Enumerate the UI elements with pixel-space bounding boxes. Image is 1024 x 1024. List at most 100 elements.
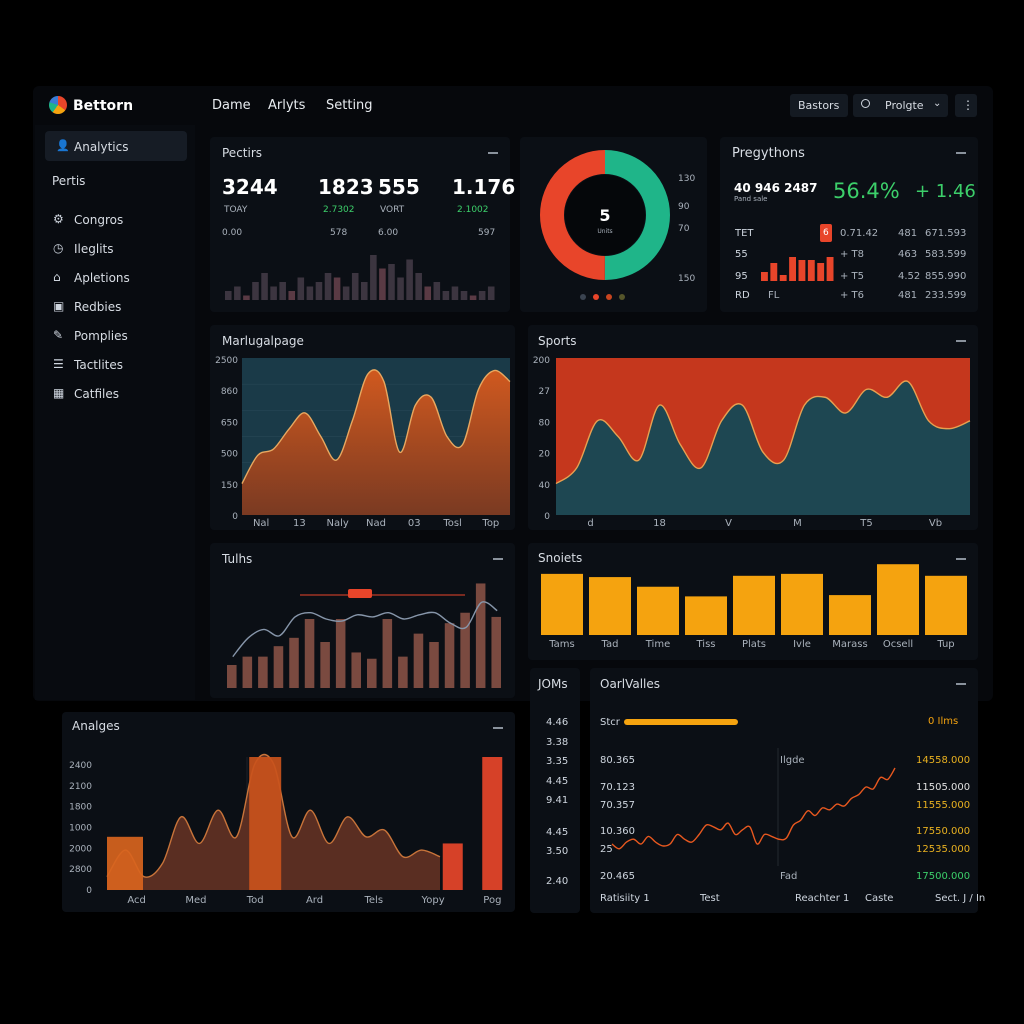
row-value: 6.00 [378,228,399,238]
donut-segment [540,150,670,280]
left-value: 25 [600,844,613,855]
nav-link[interactable]: Dame [212,98,251,113]
button[interactable] [790,94,848,117]
search-icon [861,99,870,108]
panel-title: OarlValles [600,677,660,691]
bar [685,596,727,635]
menu-item[interactable]: Catfiles [74,387,119,401]
progress-end: 0 Ilms [928,716,959,727]
y-axis-label: 2000 [69,844,92,854]
menu-item[interactable]: Redbies [74,300,122,314]
scale-label: 150 [678,274,696,284]
table-cell: FL [768,290,780,301]
left-value: 70.123 [600,782,635,793]
scale-label: 70 [678,224,690,234]
active-label[interactable]: Analytics [74,140,129,154]
active-item[interactable] [45,131,187,161]
menu-item[interactable]: Congros [74,213,124,227]
table-cell: 855.990 [925,271,967,282]
nav-link[interactable]: Arlyts [268,98,306,113]
x-axis-label: 18 [653,518,666,529]
more-button[interactable] [955,94,977,117]
x-axis-label: Nad [366,518,386,529]
chart [761,257,834,281]
menu-icon[interactable] [956,340,966,342]
menu-item[interactable]: Ileglits [74,242,114,256]
bar [541,573,583,635]
progress-panel: Pregythons 40 946 2487 Pand sale 56.4% + 1.4… [720,137,978,312]
footer-label: Ratisiity 1 [600,893,650,904]
chart [225,255,495,300]
x-axis-label: d [587,518,593,529]
x-axis-label: Tiss [696,639,716,650]
badge [820,224,832,242]
line [232,601,498,658]
menu-icon[interactable] [956,683,966,685]
bar [234,286,241,300]
menu-item[interactable]: Apletions [74,271,130,285]
chart: 5 Units [540,150,670,280]
table-cell: 463 [898,249,918,260]
right-value: 11505.000 [916,782,971,793]
highlight-badge [348,589,372,598]
button-label[interactable]: Bastors [798,99,840,112]
y-axis-label: 1800 [69,803,92,813]
donut-panel: 5 Units 130 90 70 150 [520,137,707,312]
analges-panel: Analges 2400 2100 1800 1000 2000 2800 0 Acd Med To… [62,712,515,912]
bar [487,286,495,300]
y-axis-label: 150 [221,481,238,491]
bar [388,264,395,300]
left-value: 80.365 [600,755,635,766]
x-axis-label: Marass [832,639,867,650]
list-value: 4.45 [546,775,569,787]
bar [770,263,778,281]
nav-link[interactable]: Setting [326,98,373,113]
bar [442,291,450,300]
footer-label: Reachter 1 [795,893,850,904]
table-cell: 671.593 [925,228,967,239]
menu-icon: ◷ [53,241,64,255]
menu-icon[interactable] [956,558,966,560]
right-value: 11555.000 [916,800,971,811]
panel-title: JOMs [538,677,568,691]
chart [611,748,896,866]
y-axis-label: 0 [86,886,92,896]
right-value: 17550.000 [916,826,971,837]
y-axis-label: 2800 [69,865,92,875]
bar [324,273,332,300]
bar [367,658,377,688]
menu-item[interactable]: Pomplies [74,329,128,343]
more-icon[interactable]: ⋮ [962,98,974,112]
table-cell: 4.52 [898,271,921,282]
menu-icon[interactable] [488,152,498,154]
panel-title: Snoiets [538,551,583,565]
search-box[interactable] [853,94,948,117]
bar [270,286,277,300]
y-axis-label: 500 [221,450,238,460]
bar [335,619,346,688]
y-axis-label: 80 [539,418,551,428]
menu-item[interactable]: Tactlites [74,358,124,372]
search-text[interactable]: Prolgte [885,99,924,112]
panel-title: Sports [538,334,577,348]
menu-icon[interactable] [493,558,503,560]
stat-value: 1.176 [452,175,516,199]
bar [361,282,368,300]
x-axis-label: Nal [253,518,269,529]
stat-value: 555 [378,175,420,199]
dropdown-icon[interactable]: ⌄ [933,98,942,109]
bar [761,272,768,281]
logo [49,96,67,114]
bar [444,623,455,688]
menu-icon[interactable] [956,152,966,154]
bar [478,291,486,300]
menu-icon[interactable] [493,727,503,729]
right-value: 14558.000 [916,755,971,766]
table-cell: 481 [898,228,918,239]
y-axis-label: 650 [221,418,238,428]
bar [342,286,350,300]
bar [379,268,386,300]
bar [351,652,361,688]
bar [258,656,268,688]
